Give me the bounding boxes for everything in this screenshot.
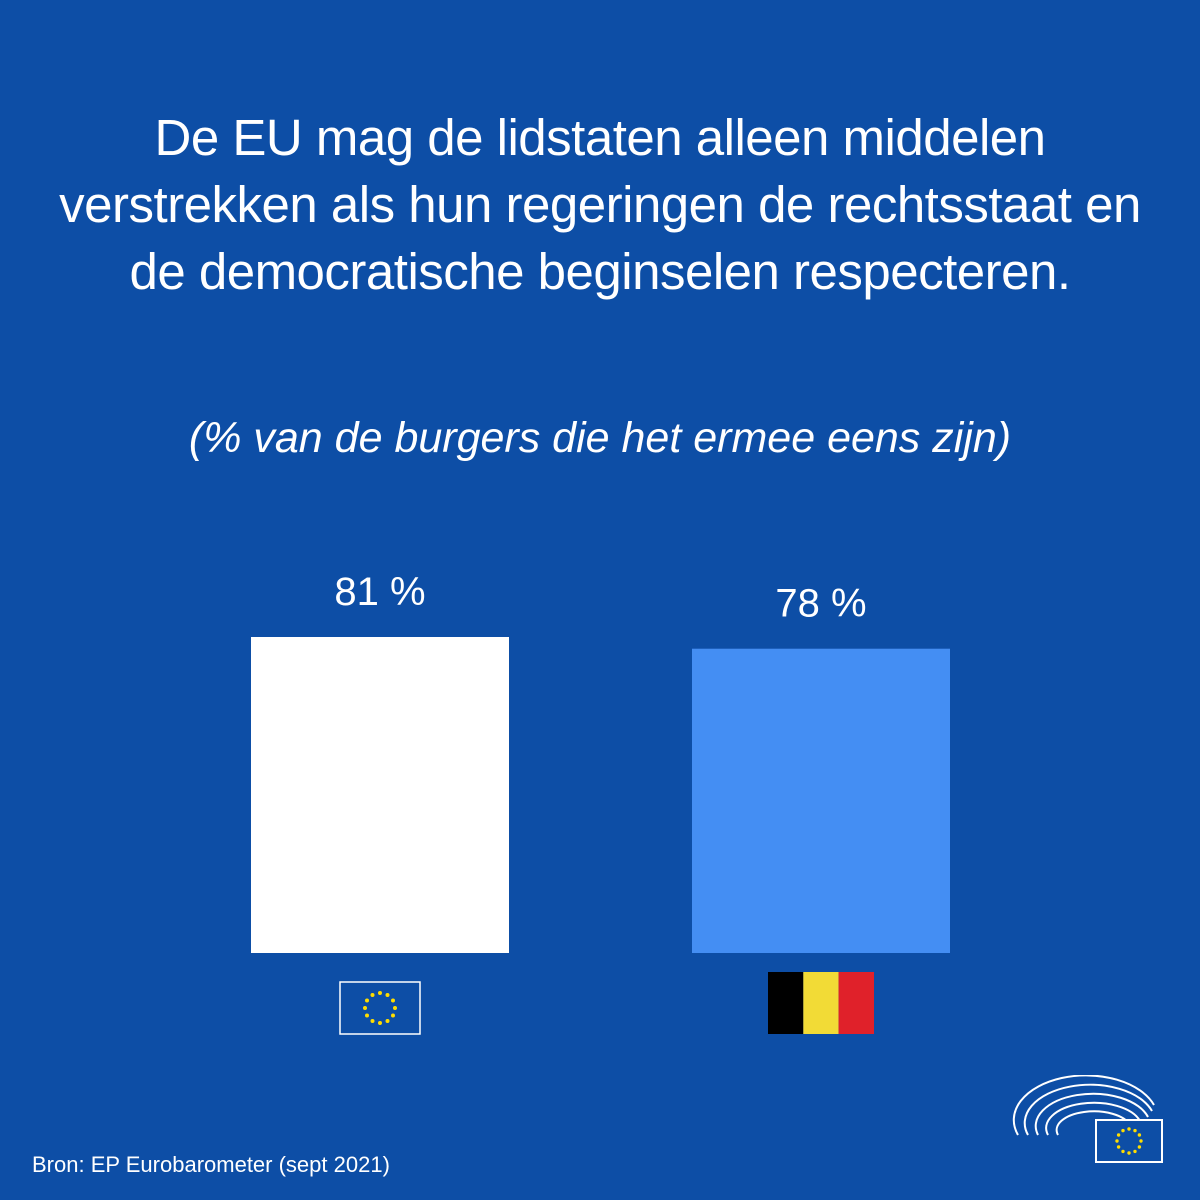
chart-title: De EU mag de lidstaten alleen middelen v…: [59, 109, 1141, 300]
eu-flag-icon: [339, 981, 421, 1035]
source-note: Bron: EP Eurobarometer (sept 2021): [32, 1152, 390, 1177]
belgium-flag-icon: [768, 972, 874, 1034]
bar-1: [251, 637, 509, 953]
data-label-2: 78 %: [775, 582, 866, 626]
data-label-1: 81 %: [334, 570, 425, 614]
european-parliament-logo-icon: [1012, 1075, 1163, 1163]
chart-subtitle: (% van de burgers die het ermee eens zij…: [188, 414, 1012, 462]
bar-2: [692, 648, 950, 953]
